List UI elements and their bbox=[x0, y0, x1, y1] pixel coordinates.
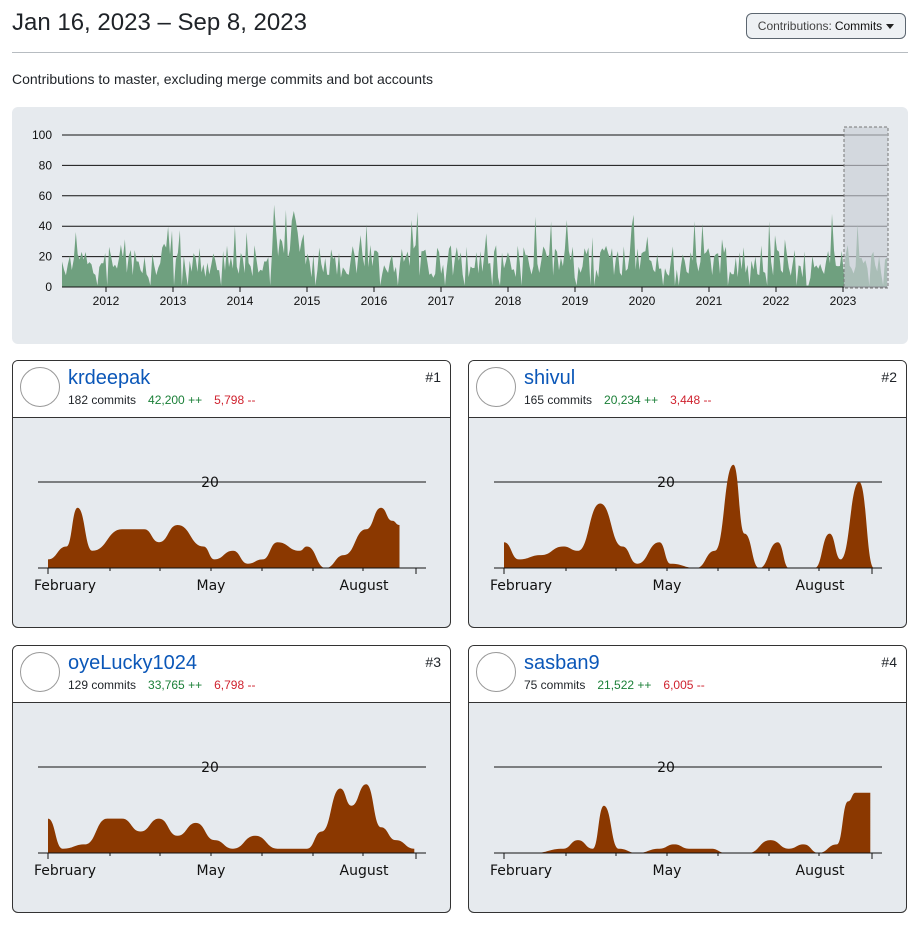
y-tick-label: 20 bbox=[201, 760, 219, 776]
contributor-activity-chart[interactable]: 20 February May August bbox=[469, 703, 907, 913]
month-label: August bbox=[340, 578, 390, 594]
month-label: February bbox=[34, 863, 96, 879]
overview-chart[interactable]: 100 80 60 40 20 0 2012 2013 2014 2015 2016 2017 2018… bbox=[12, 107, 908, 344]
overview-y-tick-label: 100 bbox=[32, 128, 52, 142]
y-tick-label: 20 bbox=[201, 475, 219, 491]
contributor-card-header: krdeepak 182 commits 42,200 ++ 5,798 -- #1 bbox=[13, 361, 450, 418]
contributor-username-link[interactable]: krdeepak bbox=[68, 367, 151, 389]
overview-x-tick-label: 2018 bbox=[495, 294, 522, 308]
overview-x-tick-label: 2012 bbox=[93, 294, 120, 308]
overview-x-tick-label: 2022 bbox=[763, 294, 790, 308]
contributor-rank: #4 bbox=[881, 654, 897, 670]
month-label: February bbox=[490, 863, 552, 879]
page-subtitle: Contributions to master, excluding merge… bbox=[12, 71, 433, 87]
contributor-card: oyeLucky1024 129 commits 33,765 ++ 6,798 -… bbox=[12, 645, 451, 913]
person-outdoor-avatar-icon[interactable] bbox=[476, 652, 516, 692]
deletions-count: 5,798 -- bbox=[214, 393, 256, 407]
select-prefix: Contributions: bbox=[757, 19, 832, 33]
overview-y-tick-label: 80 bbox=[39, 158, 53, 172]
contributor-activity-chart[interactable]: 20 February May August bbox=[13, 703, 451, 913]
additions-count: 33,765 ++ bbox=[148, 678, 203, 692]
additions-count: 42,200 ++ bbox=[148, 393, 203, 407]
deletions-count: 3,448 -- bbox=[670, 393, 712, 407]
contributor-rank: #1 bbox=[425, 369, 441, 385]
overview-y-tick-label: 60 bbox=[39, 189, 53, 203]
contributor-stats: 129 commits 33,765 ++ 6,798 -- bbox=[68, 678, 255, 692]
overview-activity-area bbox=[62, 204, 887, 287]
contributor-activity-area bbox=[504, 792, 871, 853]
deletions-count: 6,798 -- bbox=[214, 678, 256, 692]
overview-y-tick-label: 40 bbox=[39, 219, 53, 233]
commit-count: 165 commits bbox=[524, 393, 593, 407]
y-tick-label: 20 bbox=[657, 475, 675, 491]
overview-x-tick-label: 2023 bbox=[830, 294, 857, 308]
overview-x-tick-label: 2016 bbox=[361, 294, 388, 308]
commit-count: 75 commits bbox=[524, 678, 586, 692]
contributor-card-header: sasban9 75 commits 21,522 ++ 6,005 -- #4 bbox=[469, 646, 906, 703]
contributor-card: shivul 165 commits 20,234 ++ 3,448 -- #2 2… bbox=[468, 360, 907, 628]
contributor-stats: 182 commits 42,200 ++ 5,798 -- bbox=[68, 393, 255, 407]
overview-x-tick-label: 2021 bbox=[696, 294, 723, 308]
deletions-count: 6,005 -- bbox=[663, 678, 705, 692]
overview-y-tick-label: 20 bbox=[39, 250, 53, 264]
contributor-stats: 165 commits 20,234 ++ 3,448 -- bbox=[524, 393, 711, 407]
overview-x-tick-label: 2013 bbox=[160, 294, 187, 308]
contributor-rank: #2 bbox=[881, 369, 897, 385]
overview-x-tick-label: 2014 bbox=[227, 294, 254, 308]
overview-y-tick-label: 0 bbox=[45, 280, 52, 294]
month-label: February bbox=[34, 578, 96, 594]
person-photo-avatar-icon[interactable] bbox=[20, 367, 60, 407]
overview-chart-svg[interactable]: 100 80 60 40 20 0 2012 2013 2014 2015 2016 2017 2018… bbox=[12, 107, 908, 344]
overview-x-tick-label: 2015 bbox=[294, 294, 321, 308]
contributor-activity-chart[interactable]: 20 February May August bbox=[469, 418, 907, 628]
contributor-username-link[interactable]: oyeLucky1024 bbox=[68, 652, 197, 674]
month-label: August bbox=[340, 863, 390, 879]
contributor-card-header: shivul 165 commits 20,234 ++ 3,448 -- #2 bbox=[469, 361, 906, 418]
month-label: May bbox=[653, 863, 682, 879]
select-value: Commits bbox=[834, 19, 883, 33]
overview-x-tick-label: 2020 bbox=[629, 294, 656, 308]
contributor-stats: 75 commits 21,522 ++ 6,005 -- bbox=[524, 678, 705, 692]
contributor-activity-area bbox=[48, 507, 400, 568]
month-label: August bbox=[796, 863, 846, 879]
month-label: May bbox=[197, 863, 226, 879]
contributor-card: krdeepak 182 commits 42,200 ++ 5,798 -- #1… bbox=[12, 360, 451, 628]
contributions-type-select[interactable]: Contributions: Commits bbox=[746, 13, 906, 39]
date-range-title: Jan 16, 2023 – Sep 8, 2023 bbox=[12, 9, 307, 36]
month-label: August bbox=[796, 578, 846, 594]
yin-yang-avatar-icon[interactable] bbox=[20, 652, 60, 692]
overview-selection-brush[interactable] bbox=[843, 126, 889, 289]
y-tick-label: 20 bbox=[657, 760, 675, 776]
contributor-card-header: oyeLucky1024 129 commits 33,765 ++ 6,798 -… bbox=[13, 646, 450, 703]
panda-avatar-icon[interactable] bbox=[476, 367, 516, 407]
month-label: February bbox=[490, 578, 552, 594]
overview-x-tick-label: 2017 bbox=[428, 294, 455, 308]
commit-count: 129 commits bbox=[68, 678, 137, 692]
additions-count: 20,234 ++ bbox=[604, 393, 659, 407]
contributor-username-link[interactable]: sasban9 bbox=[524, 652, 600, 674]
contributor-activity-area bbox=[48, 784, 415, 853]
month-label: May bbox=[197, 578, 226, 594]
contributor-username-link[interactable]: shivul bbox=[524, 367, 576, 389]
additions-count: 21,522 ++ bbox=[597, 678, 652, 692]
overview-x-tick-label: 2019 bbox=[562, 294, 589, 308]
commit-count: 182 commits bbox=[68, 393, 137, 407]
header-divider bbox=[12, 52, 908, 53]
contributor-activity-area bbox=[504, 464, 874, 568]
month-label: May bbox=[653, 578, 682, 594]
contributor-rank: #3 bbox=[425, 654, 441, 670]
caret-down-icon bbox=[886, 23, 895, 29]
contributor-card: sasban9 75 commits 21,522 ++ 6,005 -- #4 2… bbox=[468, 645, 907, 913]
contributor-activity-chart[interactable]: 20 February May August bbox=[13, 418, 451, 628]
